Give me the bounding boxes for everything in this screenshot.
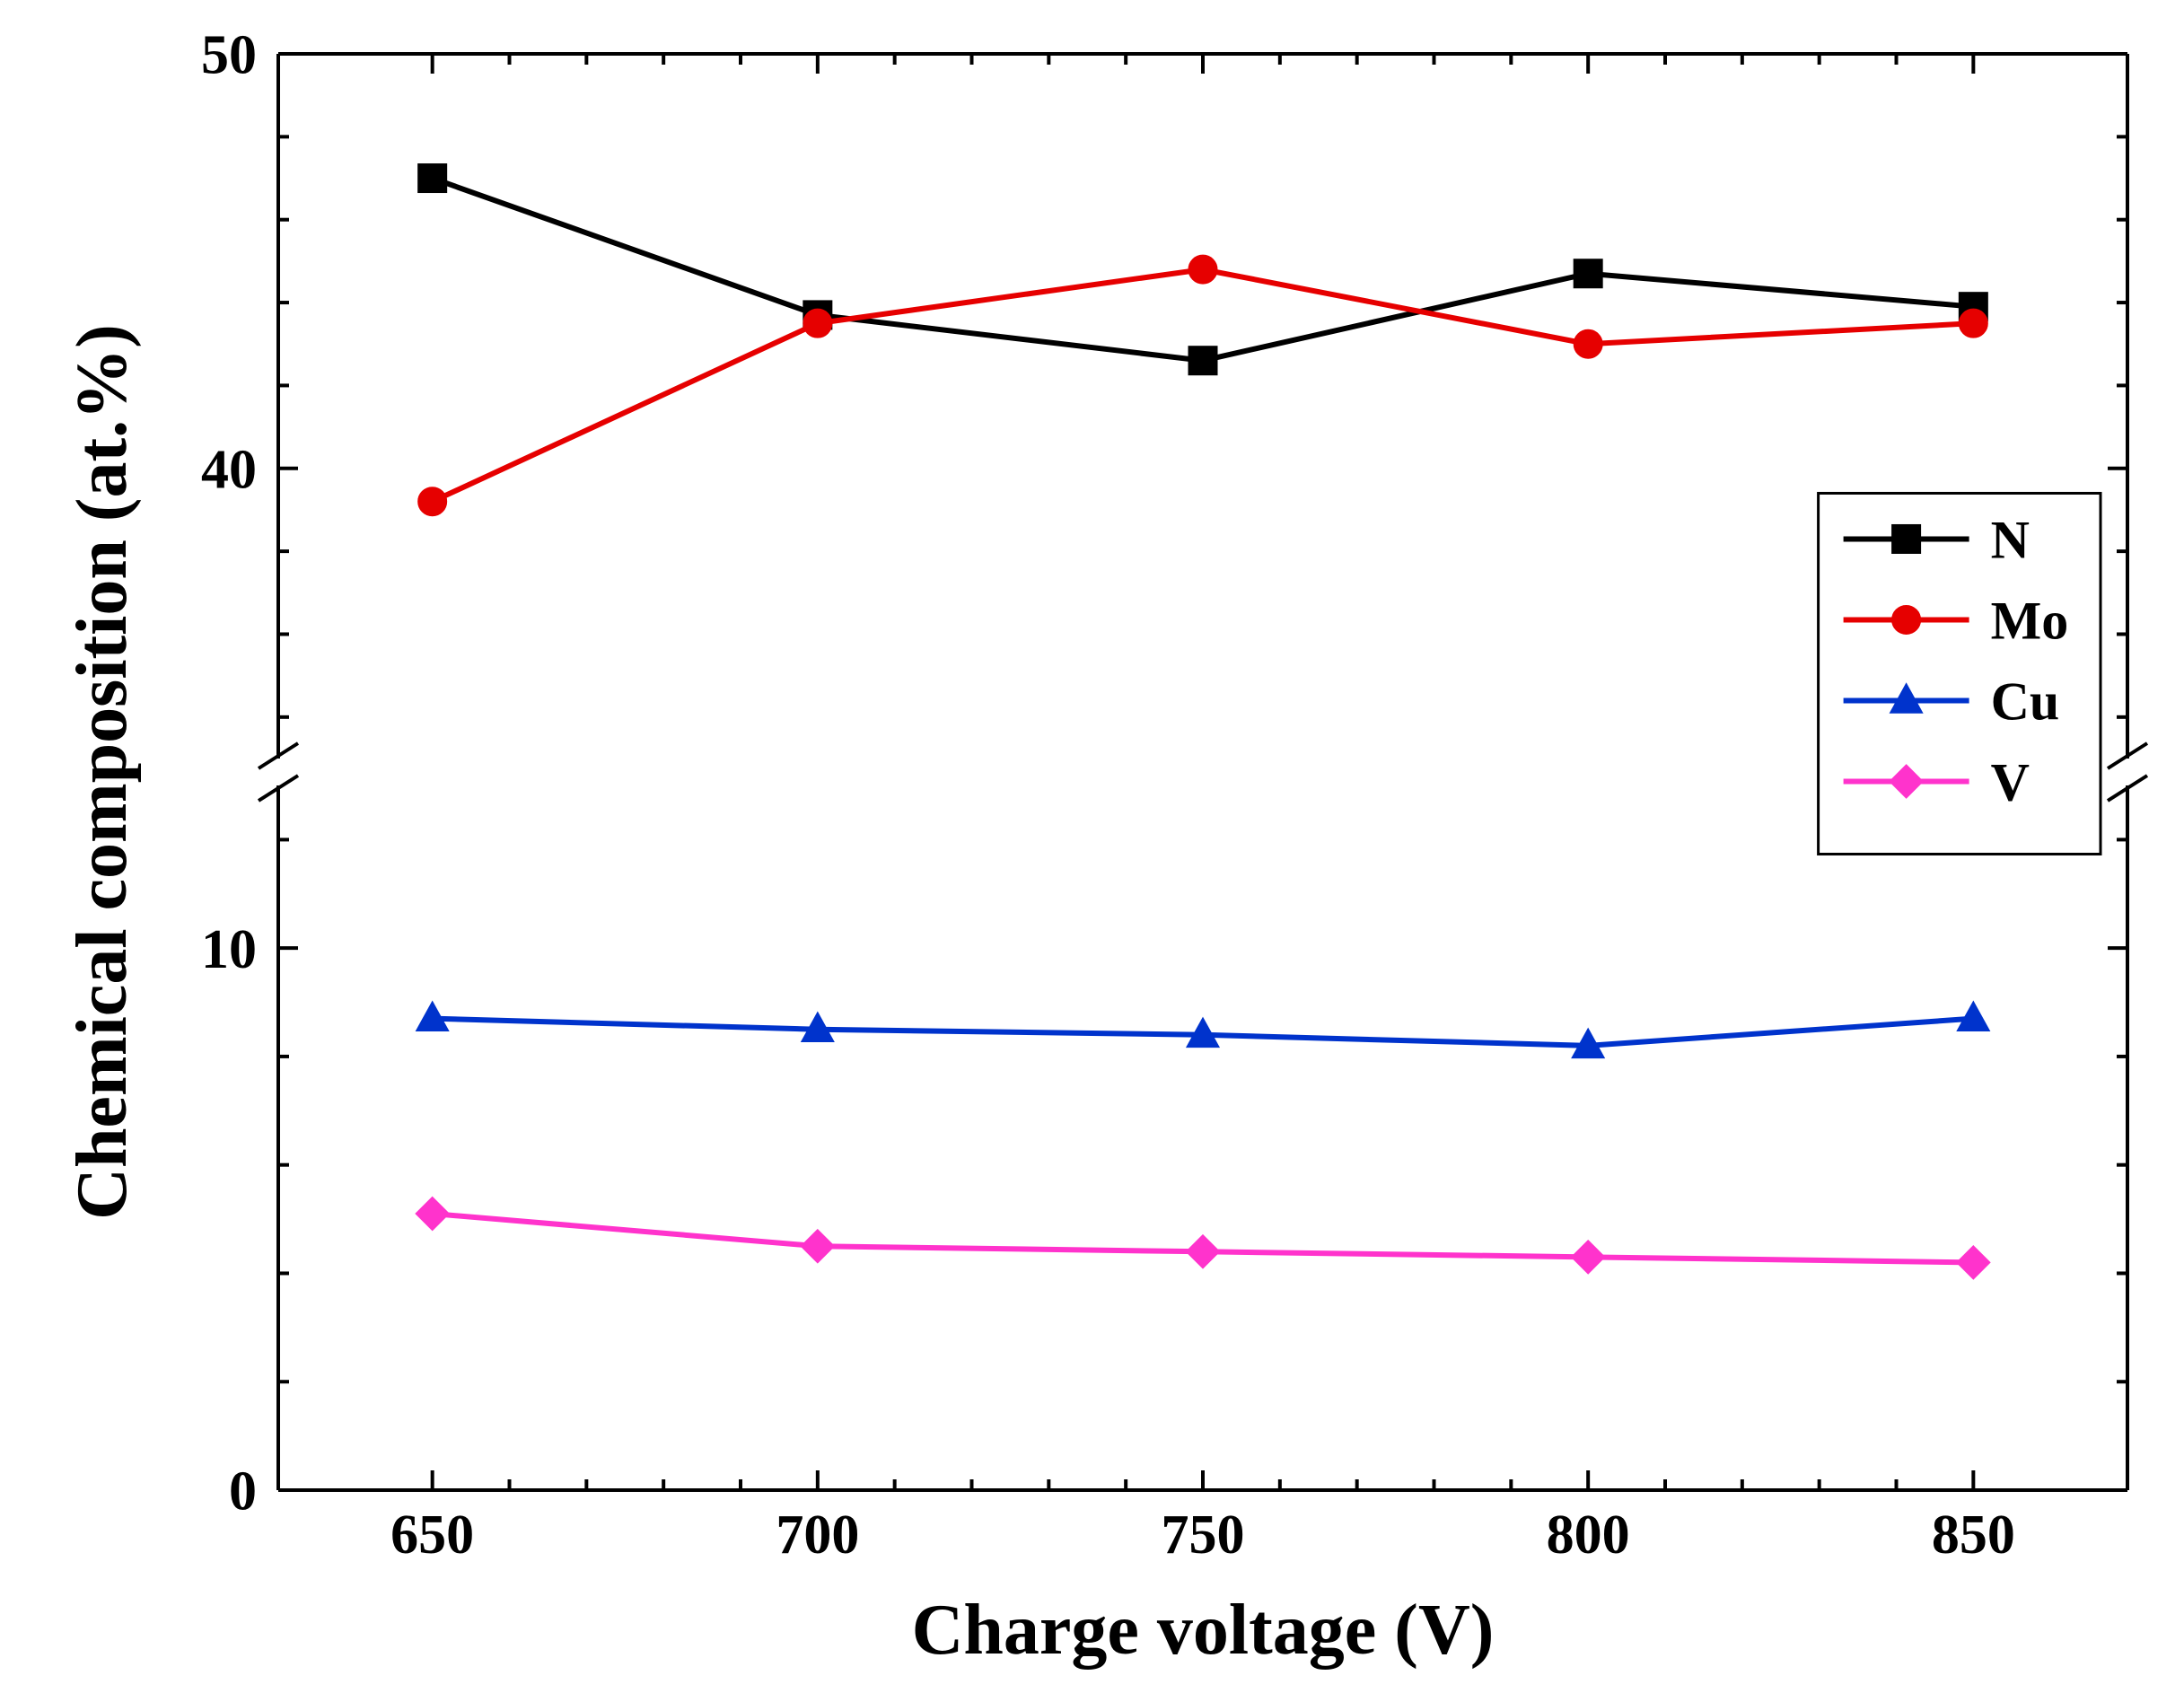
composition-chart: 650 700 750 800 850 0 10 40 50 Charge voltage (V)…: [0, 0, 2184, 1693]
legend: N Mo Cu V: [1819, 493, 2101, 854]
x-tick-label: 800: [1547, 1504, 1630, 1566]
y-tick-label: 0: [229, 1461, 257, 1522]
legend-label: N: [1991, 510, 2030, 569]
x-tick-label: 700: [776, 1504, 859, 1566]
x-axis-title: Charge voltage (V): [912, 1591, 1495, 1670]
legend-label: Mo: [1991, 591, 2069, 650]
y-tick-label: 10: [201, 919, 257, 980]
y-tick-label: 50: [201, 25, 257, 86]
legend-label: Cu: [1991, 671, 2060, 731]
x-tick-label: 850: [1932, 1504, 2015, 1566]
chart-container: 650 700 750 800 850 0 10 40 50 Charge voltage (V)…: [0, 0, 2184, 1693]
x-tick-label: 650: [390, 1504, 474, 1566]
y-axis-title: Chemical composition (at.%): [63, 324, 142, 1220]
legend-label: V: [1991, 752, 2030, 811]
y-tick-label: 40: [201, 439, 257, 500]
x-tick-label: 750: [1162, 1504, 1245, 1566]
